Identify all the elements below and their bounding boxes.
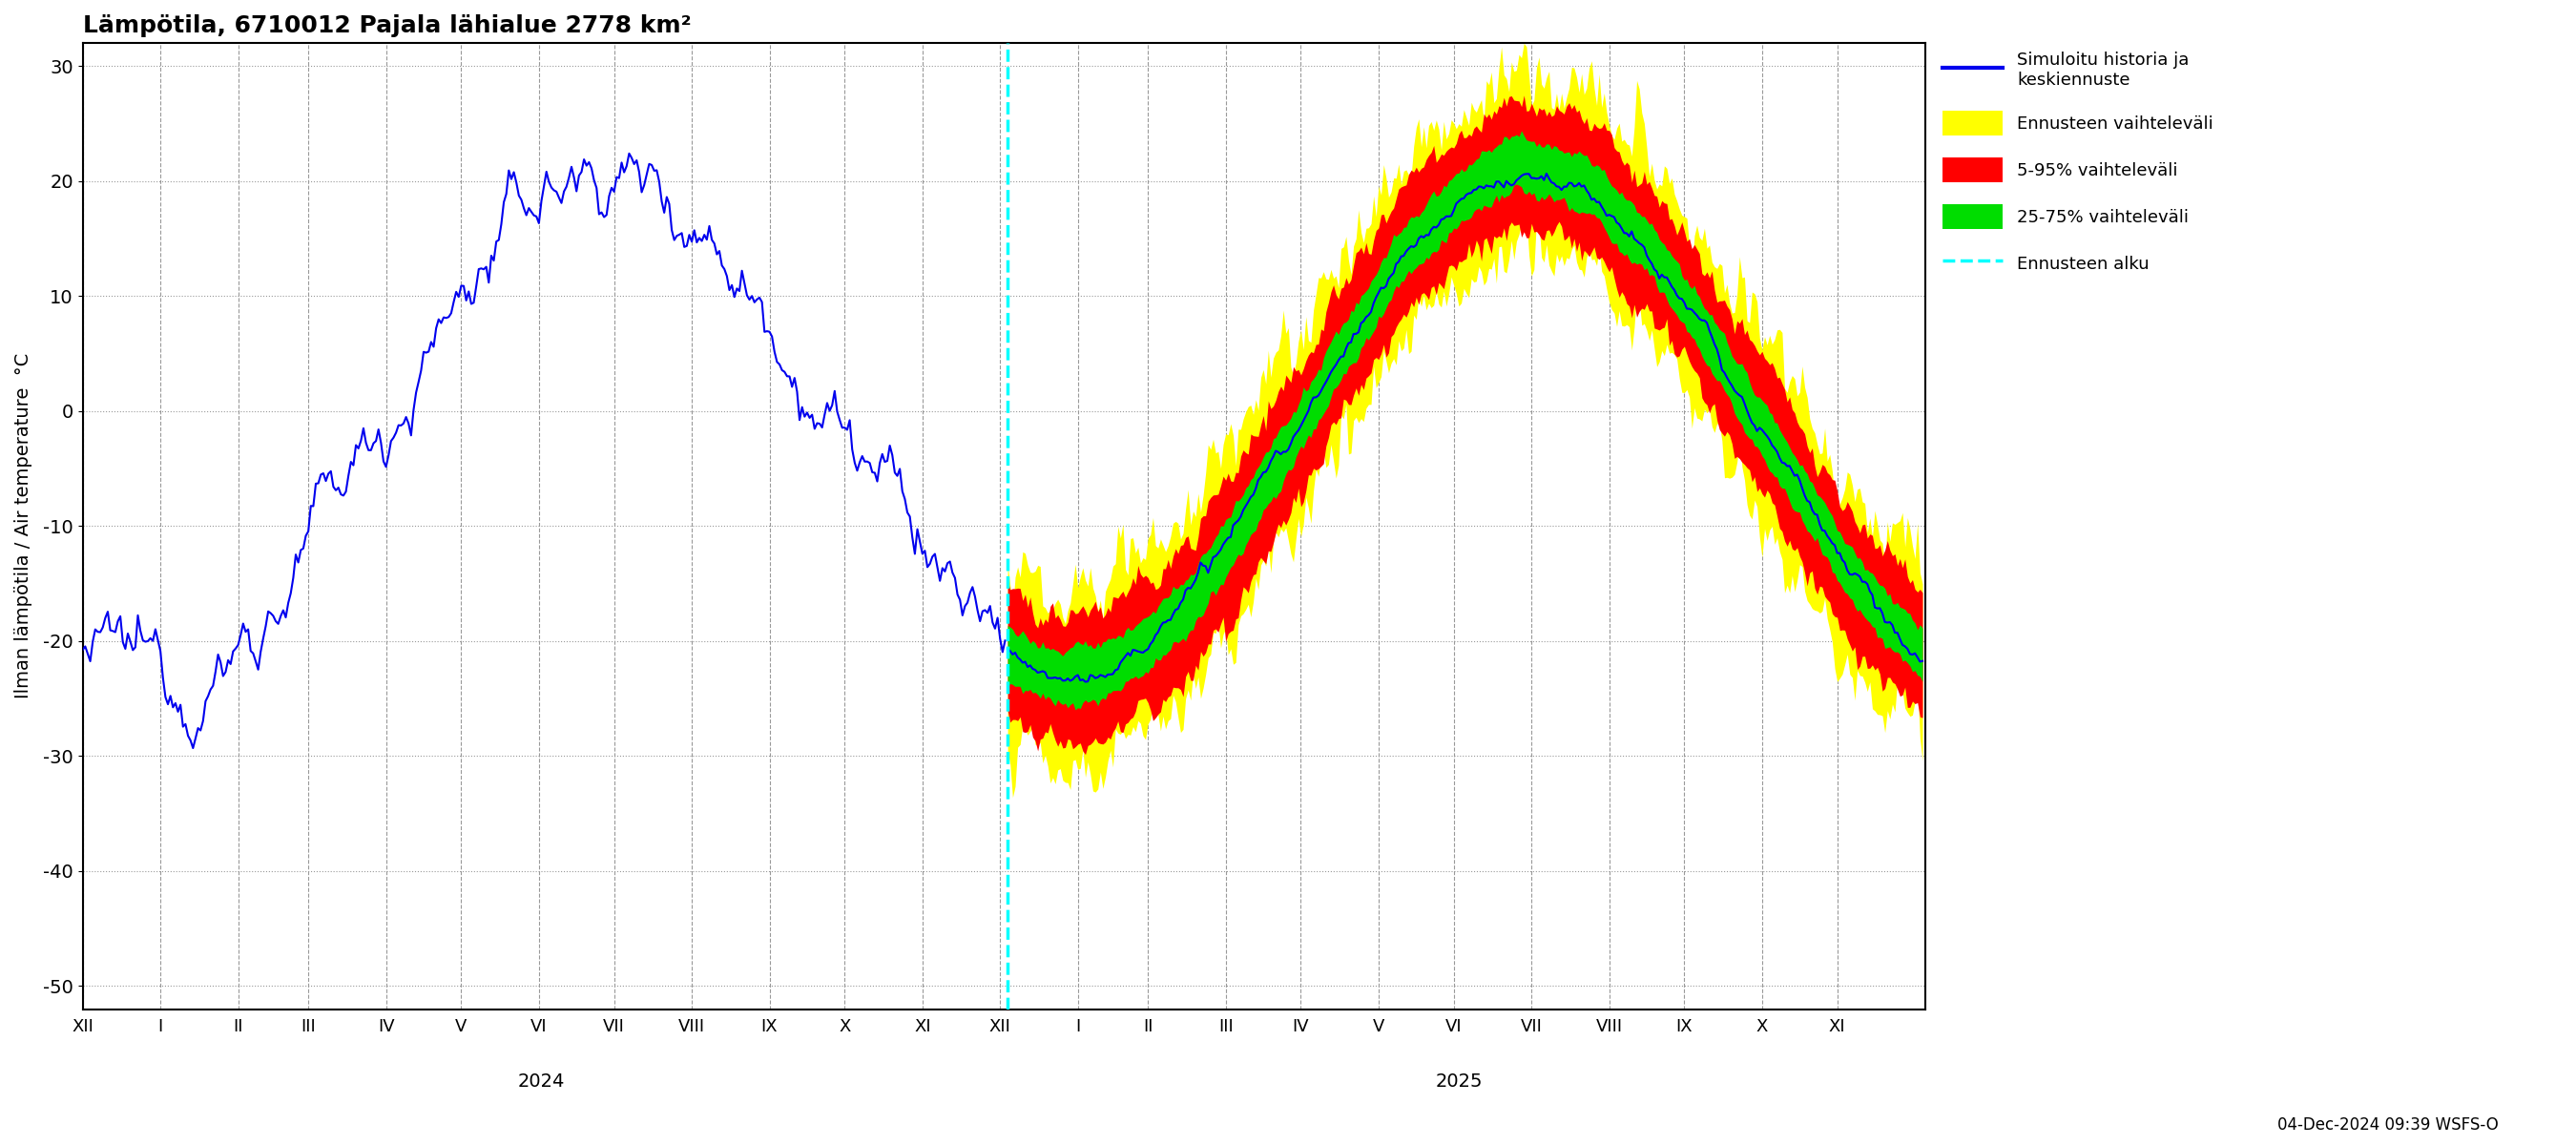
Text: 2024: 2024 xyxy=(518,1072,564,1090)
Text: 2025: 2025 xyxy=(1435,1072,1481,1090)
Legend: Simuloitu historia ja
keskiennuste, Ennusteen vaihteleväli, 5-95% vaihteleväli, : Simuloitu historia ja keskiennuste, Ennu… xyxy=(1942,52,2213,276)
Text: 04-Dec-2024 09:39 WSFS-O: 04-Dec-2024 09:39 WSFS-O xyxy=(2277,1116,2499,1134)
Y-axis label: Ilman lämpötila / Air temperature  °C: Ilman lämpötila / Air temperature °C xyxy=(15,353,33,698)
Text: Lämpötila, 6710012 Pajala lähialue 2778 km²: Lämpötila, 6710012 Pajala lähialue 2778 … xyxy=(82,14,690,37)
